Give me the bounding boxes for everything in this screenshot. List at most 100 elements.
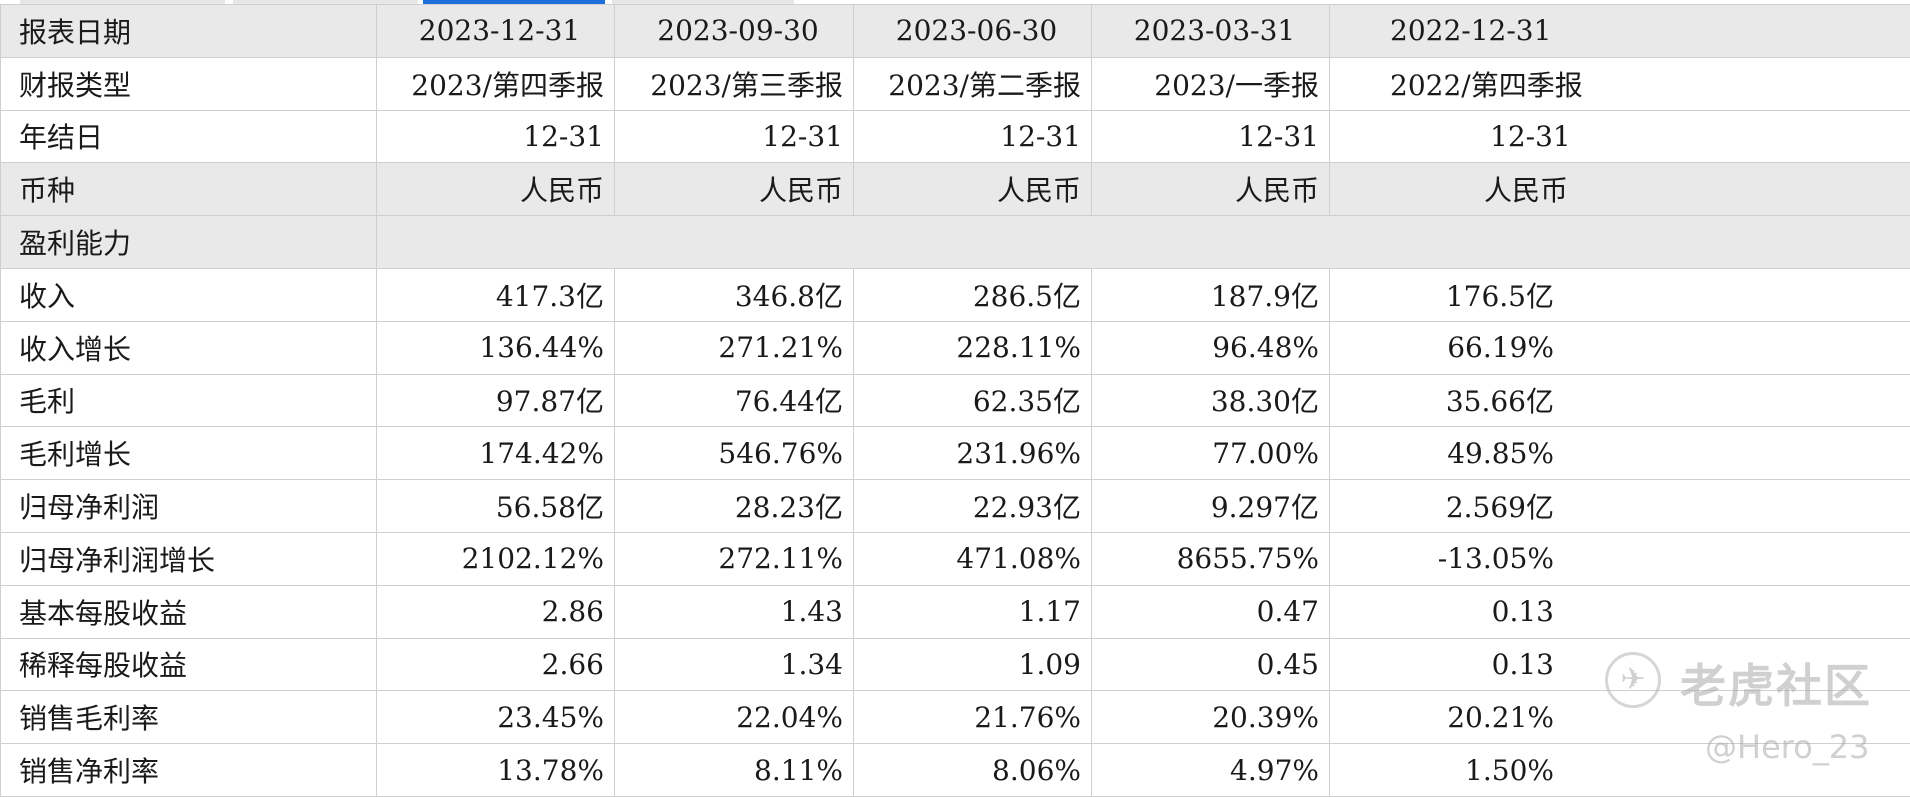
cell: 286.5亿 — [854, 268, 1092, 321]
cell: 346.8亿 — [615, 268, 854, 321]
cell: 21.76% — [854, 691, 1092, 744]
cell: 0.13 — [1330, 585, 1910, 638]
fiscal-year-end-row: 年结日 12-31 12-31 12-31 12-31 12-31 — [1, 110, 1910, 163]
column-date-1[interactable]: 2023-12-31 — [377, 5, 615, 58]
column-date-4[interactable]: 2023-03-31 — [1092, 5, 1330, 58]
cell: 35.66亿 — [1330, 374, 1910, 427]
cell: 96.48% — [1092, 321, 1330, 374]
cell: 28.23亿 — [615, 480, 854, 533]
currency-row: 币种 人民币 人民币 人民币 人民币 人民币 — [1, 163, 1910, 216]
section-label: 盈利能力 — [1, 216, 377, 269]
cell: 272.11% — [615, 532, 854, 585]
cell: 2023/第四季报 — [377, 57, 615, 110]
cell: 174.42% — [377, 427, 615, 480]
cell: 人民币 — [615, 163, 854, 216]
cell: 417.3亿 — [377, 268, 615, 321]
cell: 12-31 — [1092, 110, 1330, 163]
row-label: 毛利 — [1, 374, 377, 427]
cell: 8655.75% — [1092, 532, 1330, 585]
cell: 12-31 — [1330, 110, 1910, 163]
cell: 人民币 — [1330, 163, 1910, 216]
cell: 66.19% — [1330, 321, 1910, 374]
cell: 231.96% — [854, 427, 1092, 480]
section-row: 盈利能力 — [1, 216, 1910, 269]
cell: 22.04% — [615, 691, 854, 744]
row-label: 归母净利润增长 — [1, 532, 377, 585]
row-label: 销售毛利率 — [1, 691, 377, 744]
cell: 20.21% — [1330, 691, 1910, 744]
cell: 49.85% — [1330, 427, 1910, 480]
cell: 2022/第四季报 — [1330, 57, 1910, 110]
cell: 12-31 — [615, 110, 854, 163]
cell: 2.66 — [377, 638, 615, 691]
cell: 77.00% — [1092, 427, 1330, 480]
column-date-5[interactable]: 2022-12-31 — [1330, 5, 1910, 58]
row-label: 毛利增长 — [1, 427, 377, 480]
cell: 97.87亿 — [377, 374, 615, 427]
cell: 22.93亿 — [854, 480, 1092, 533]
cell: 1.34 — [615, 638, 854, 691]
column-date-3[interactable]: 2023-06-30 — [854, 5, 1092, 58]
cell: 0.45 — [1092, 638, 1330, 691]
row-label: 归母净利润 — [1, 480, 377, 533]
row-label: 稀释每股收益 — [1, 638, 377, 691]
cell: 1.17 — [854, 585, 1092, 638]
cell: 人民币 — [854, 163, 1092, 216]
cell: 2023/第二季报 — [854, 57, 1092, 110]
column-date-2[interactable]: 2023-09-30 — [615, 5, 854, 58]
cell: 4.97% — [1092, 744, 1330, 797]
row-label: 年结日 — [1, 110, 377, 163]
row-label: 币种 — [1, 163, 377, 216]
cell: 136.44% — [377, 321, 615, 374]
cell: 1.09 — [854, 638, 1092, 691]
cell: 1.50% — [1330, 744, 1910, 797]
row-label: 销售净利率 — [1, 744, 377, 797]
cell: 56.58亿 — [377, 480, 615, 533]
cell: 8.11% — [615, 744, 854, 797]
cell: 471.08% — [854, 532, 1092, 585]
header-row: 报表日期 2023-12-31 2023-09-30 2023-06-30 20… — [1, 5, 1910, 58]
header-label: 报表日期 — [1, 5, 377, 58]
row-label: 收入 — [1, 268, 377, 321]
cell: 人民币 — [1092, 163, 1330, 216]
cell: 0.13 — [1330, 638, 1910, 691]
cell: 2.569亿 — [1330, 480, 1910, 533]
cell: 76.44亿 — [615, 374, 854, 427]
cell: 2023/一季报 — [1092, 57, 1330, 110]
report-type-row: 财报类型 2023/第四季报 2023/第三季报 2023/第二季报 2023/… — [1, 57, 1910, 110]
cell: 546.76% — [615, 427, 854, 480]
cell: 23.45% — [377, 691, 615, 744]
cell: 187.9亿 — [1092, 268, 1330, 321]
row-label: 基本每股收益 — [1, 585, 377, 638]
cell: -13.05% — [1330, 532, 1910, 585]
cell: 13.78% — [377, 744, 615, 797]
row-label: 财报类型 — [1, 57, 377, 110]
cell: 12-31 — [377, 110, 615, 163]
cell: 20.39% — [1092, 691, 1330, 744]
cell: 2.86 — [377, 585, 615, 638]
cell: 1.43 — [615, 585, 854, 638]
cell: 8.06% — [854, 744, 1092, 797]
cell: 176.5亿 — [1330, 268, 1910, 321]
cell: 人民币 — [377, 163, 615, 216]
cell: 9.297亿 — [1092, 480, 1330, 533]
cell: 2102.12% — [377, 532, 615, 585]
cell: 12-31 — [854, 110, 1092, 163]
cell: 38.30亿 — [1092, 374, 1330, 427]
financial-table: 报表日期 2023-12-31 2023-09-30 2023-06-30 20… — [0, 4, 1910, 797]
cell: 2023/第三季报 — [615, 57, 854, 110]
cell: 0.47 — [1092, 585, 1330, 638]
section-fill — [377, 216, 1910, 269]
row-label: 收入增长 — [1, 321, 377, 374]
cell: 271.21% — [615, 321, 854, 374]
cell: 62.35亿 — [854, 374, 1092, 427]
